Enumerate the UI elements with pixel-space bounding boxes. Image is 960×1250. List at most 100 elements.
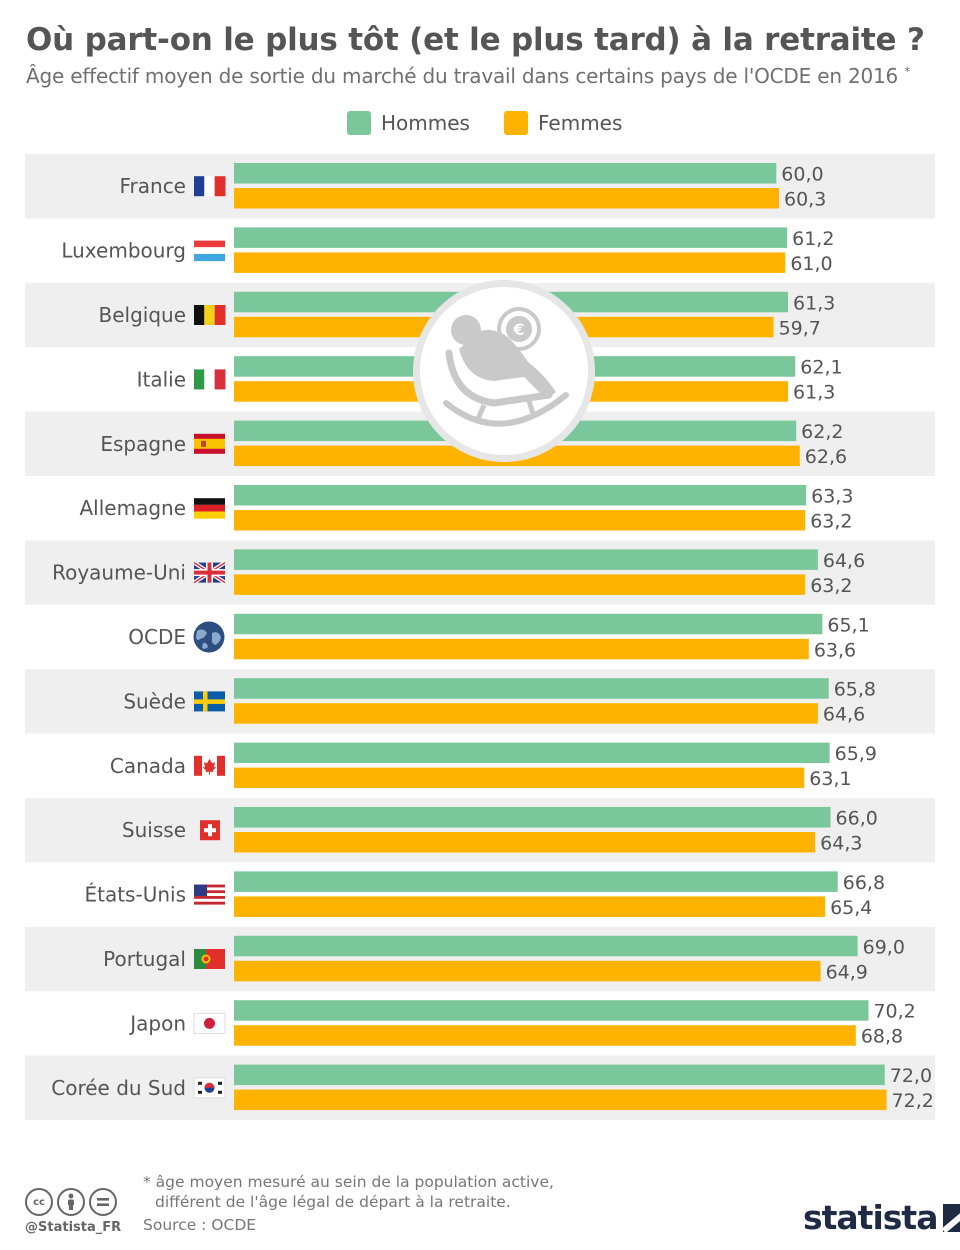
value-label-hommes: 62,1 [800,357,842,379]
flag-canada-icon [194,755,225,776]
chart-row: OCDE 65,1 63,6 [128,613,870,661]
footnote-line-1: * âge moyen mesuré au sein de la populat… [143,1173,554,1191]
value-label-hommes: 60,0 [781,164,823,186]
flag-sweden-icon [194,691,225,712]
category-label: Royaume-Uni [52,561,186,585]
category-label: France [119,174,186,198]
value-label-hommes: 61,3 [793,292,835,314]
category-label: Italie [137,367,186,391]
category-label: Suisse [122,818,186,842]
footnote: * âge moyen mesuré au sein de la populat… [143,1172,554,1212]
bar-hommes [234,678,829,699]
legend: Hommes Femmes [0,110,960,136]
footnote-line-2: différent de l'âge légal de départ à la … [155,1193,511,1211]
flag-italy-icon [194,369,226,390]
value-label-hommes: 65,8 [834,679,876,701]
legend-item-femmes: Femmes [504,110,622,136]
legend-item-hommes: Hommes [347,110,470,136]
category-label: États-Unis [84,883,186,907]
value-label-hommes: 65,1 [827,614,869,636]
cc-icon: cc [25,1188,53,1216]
bar-femmes [234,1089,887,1111]
globe-icon [193,621,225,653]
flag-luxembourg-icon [194,240,225,262]
bar-femmes [234,510,806,531]
value-label-femmes: 72,2 [892,1090,934,1112]
source-text: Source : OCDE [143,1216,257,1234]
value-label-femmes: 65,4 [830,897,872,919]
bar-hommes [234,549,818,570]
value-label-hommes: 61,2 [792,228,834,250]
bar-femmes [234,896,826,917]
category-label: Allemagne [79,496,186,520]
flag-south-korea-icon [193,1077,226,1099]
value-label-femmes: 63,6 [814,639,856,661]
bar-hommes [234,227,788,248]
creative-commons-badges[interactable]: cc [25,1188,121,1216]
bar-femmes [234,960,821,982]
chart-row: Japon 70,2 68,8 [128,1000,916,1048]
category-label: Japon [128,1011,186,1035]
category-label: Belgique [98,303,186,327]
statista-mark-icon [943,1203,960,1232]
brand-text: statista [803,1198,938,1237]
value-label-hommes: 66,8 [843,872,885,894]
by-icon [57,1188,85,1216]
flag-switzerland-icon [200,820,220,841]
subtitle-footnote-mark: * [904,64,911,79]
nd-icon [89,1188,117,1216]
chart-row: Suisse 66,0 64,3 [25,798,935,863]
bar-hommes [234,807,831,828]
value-label-femmes: 62,6 [805,446,847,468]
statista-logo[interactable]: statista [803,1198,960,1237]
bar-hommes [234,742,830,764]
value-label-hommes: 62,2 [801,421,843,443]
value-label-hommes: 64,6 [823,550,865,572]
flag-germany-icon [194,498,225,519]
legend-label-femmes: Femmes [538,111,623,135]
legend-label-hommes: Hommes [381,111,470,135]
flag-belgium-icon [194,305,226,325]
chart-row: Corée du Sud 72,0 72,2 [25,1055,935,1120]
chart-row: Allemagne 63,3 63,2 [79,485,853,533]
value-label-femmes: 61,3 [793,382,835,404]
value-label-femmes: 63,2 [810,511,852,533]
category-label: Luxembourg [61,239,186,263]
flag-uk-icon [192,560,227,585]
value-label-femmes: 61,0 [790,253,832,275]
category-label: Corée du Sud [51,1076,186,1100]
chart-title: Où part-on le plus tôt (et le plus tard)… [26,22,925,58]
bar-hommes [234,485,807,506]
legend-swatch-hommes [347,111,371,135]
flag-usa-icon [194,884,225,905]
flag-japan-icon [193,1012,226,1034]
social-handle[interactable]: @Statista_FR [25,1220,122,1235]
value-label-femmes: 68,8 [861,1026,903,1048]
chart-row: France 60,0 60,3 [25,154,935,219]
chart-row: Royaume-Uni 64,6 63,2 [25,540,935,605]
value-label-hommes: 72,0 [890,1065,932,1087]
chart-row: Canada 65,9 63,1 [110,742,877,790]
category-label: Portugal [103,947,186,971]
value-label-femmes: 63,2 [810,575,852,597]
bar-femmes [234,188,779,209]
bar-hommes [234,613,823,635]
value-label-femmes: 60,3 [784,189,826,211]
category-label: Espagne [100,432,186,456]
chart-row: Luxembourg 61,2 61,0 [61,227,834,275]
category-label: OCDE [128,625,186,649]
bar-femmes [234,832,816,853]
bar-femmes [234,767,805,789]
subtitle-text: Âge effectif moyen de sortie du marché d… [26,64,899,88]
flag-france-icon [194,176,226,197]
value-label-femmes: 64,6 [823,704,865,726]
flag-spain-icon [194,433,225,454]
value-label-hommes: 65,9 [835,743,877,765]
chart-row: États-Unis 66,8 65,4 [84,871,885,919]
bar-femmes [234,1025,856,1046]
bar-hommes [234,871,838,892]
bar-chart: France 60,0 60,3 Luxembourg 61,2 61,0 Belgique… [25,154,935,1120]
category-label: Canada [110,754,186,778]
svg-text:€: € [512,320,524,339]
bar-femmes [234,252,786,273]
